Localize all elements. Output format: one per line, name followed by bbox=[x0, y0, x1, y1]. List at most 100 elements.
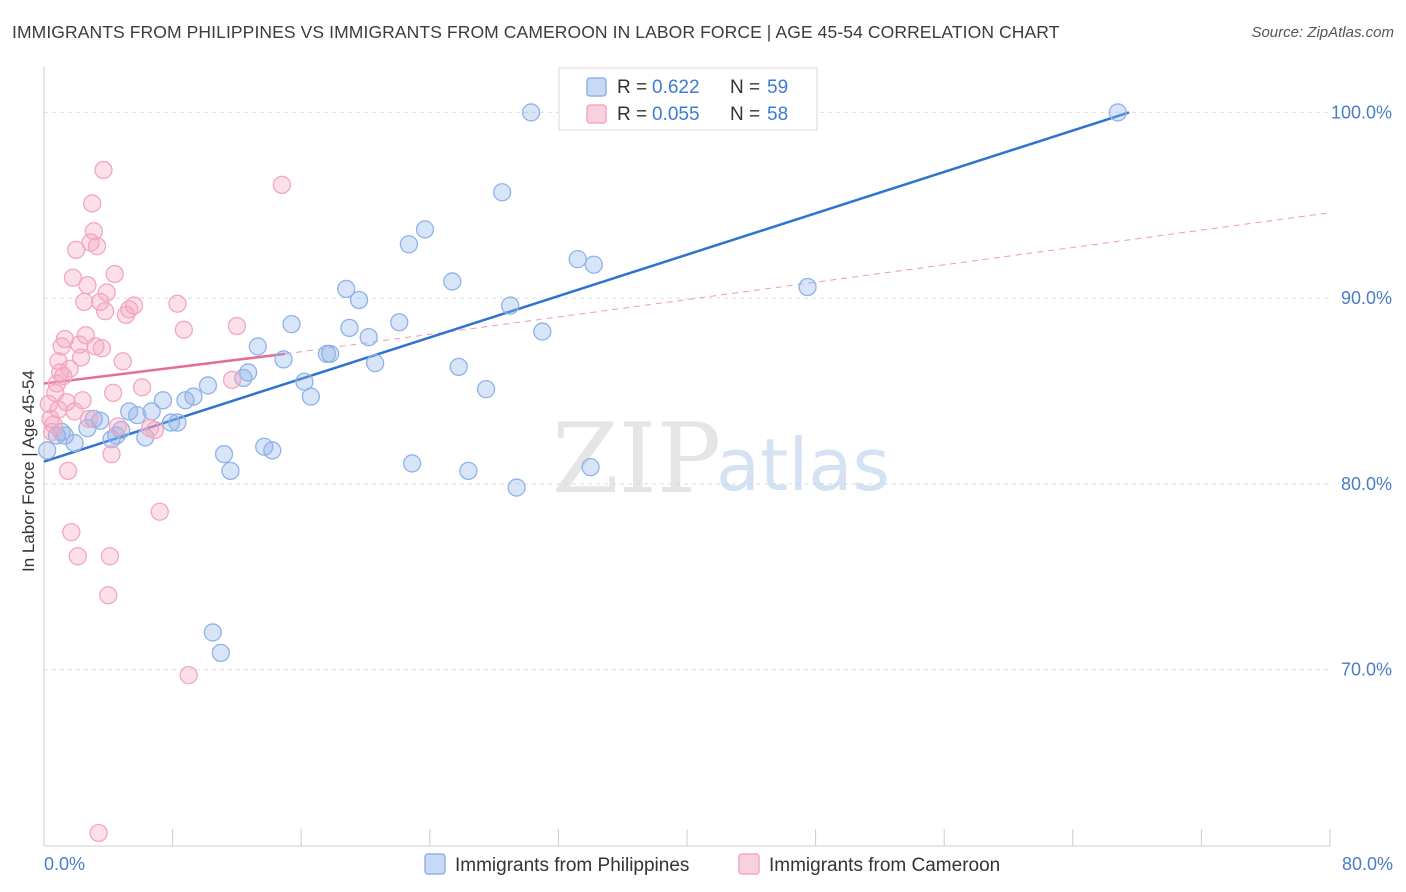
watermark: ZIP atlas bbox=[552, 403, 890, 515]
point-philippines bbox=[239, 363, 258, 382]
legend-n-label-philippines: N = bbox=[730, 77, 760, 98]
point-philippines bbox=[263, 441, 282, 460]
point-cameroon bbox=[84, 222, 103, 241]
point-cameroon bbox=[39, 394, 58, 414]
point-cameroon bbox=[105, 264, 124, 284]
grid-layer bbox=[44, 111, 1330, 671]
point-cameroon bbox=[179, 665, 198, 685]
point-cameroon bbox=[100, 547, 120, 566]
point-philippines bbox=[153, 391, 173, 410]
y-tick-label: 80.0% bbox=[1341, 474, 1392, 494]
bottom-legend-label-cameroon: Immigrants from Cameroon bbox=[769, 855, 1000, 876]
point-cameroon bbox=[108, 417, 128, 436]
point-philippines bbox=[581, 457, 600, 477]
series-legend: Immigrants from Philippines Immigrants f… bbox=[424, 853, 1000, 876]
point-philippines bbox=[91, 411, 110, 430]
point-philippines bbox=[501, 296, 520, 315]
x-tick-label-min: 0.0% bbox=[44, 854, 85, 874]
point-cameroon bbox=[89, 823, 108, 843]
watermark-zip: ZIP bbox=[552, 403, 721, 515]
point-philippines bbox=[320, 344, 340, 364]
point-philippines bbox=[203, 623, 222, 642]
trend-layer bbox=[43, 111, 1331, 463]
point-cameroon bbox=[174, 320, 194, 339]
trend-line-cameroon bbox=[43, 352, 286, 385]
axis-layer: 70.0% 80.0% 90.0% 100.0% 0.0% 80.0% bbox=[43, 66, 1393, 874]
y-tick-label: 90.0% bbox=[1341, 288, 1392, 308]
legend-r-label-cameroon: R = bbox=[617, 104, 647, 125]
point-philippines bbox=[443, 272, 462, 291]
point-cameroon bbox=[60, 359, 79, 378]
point-cameroon bbox=[94, 160, 113, 180]
point-philippines bbox=[507, 478, 526, 497]
point-cameroon bbox=[83, 194, 102, 213]
bottom-legend-swatch-cameroon bbox=[738, 853, 760, 875]
point-cameroon bbox=[73, 391, 92, 410]
point-philippines bbox=[359, 327, 378, 347]
point-philippines bbox=[198, 376, 218, 395]
point-philippines bbox=[349, 290, 369, 310]
point-cameroon bbox=[58, 461, 78, 481]
point-cameroon bbox=[97, 283, 116, 302]
point-cameroon bbox=[78, 275, 97, 295]
legend-swatch-cameroon bbox=[586, 104, 607, 124]
point-cameroon bbox=[103, 383, 123, 403]
point-philippines bbox=[161, 413, 181, 432]
y-tick-label: 70.0% bbox=[1341, 660, 1392, 680]
point-cameroon bbox=[272, 175, 292, 195]
chart-title: IMMIGRANTS FROM PHILIPPINES VS IMMIGRANT… bbox=[12, 22, 1060, 42]
point-cameroon bbox=[227, 316, 247, 336]
point-philippines bbox=[234, 368, 253, 388]
point-philippines bbox=[533, 322, 552, 341]
point-philippines bbox=[365, 353, 385, 373]
y-axis-label: In Labor Force | Age 45-54 bbox=[19, 370, 38, 572]
stats-legend: R = 0.622 N = 59 R = 0.055 N = 58 bbox=[558, 67, 818, 131]
point-philippines bbox=[798, 277, 817, 297]
point-philippines bbox=[476, 379, 496, 399]
point-philippines bbox=[337, 279, 356, 299]
point-philippines bbox=[390, 313, 409, 332]
legend-n-value-philippines: 59 bbox=[767, 77, 788, 98]
point-cameroon bbox=[79, 409, 99, 429]
point-philippines bbox=[399, 235, 419, 254]
point-cameroon bbox=[113, 352, 132, 371]
point-cameroon bbox=[68, 547, 87, 566]
point-cameroon bbox=[145, 420, 165, 440]
point-philippines bbox=[221, 461, 240, 481]
legend-r-value-philippines: 0.622 bbox=[652, 77, 700, 98]
point-cameroon bbox=[62, 522, 81, 542]
point-cameroon bbox=[150, 502, 169, 521]
point-cameroon bbox=[67, 240, 86, 260]
point-philippines bbox=[282, 314, 301, 334]
point-philippines bbox=[136, 428, 155, 447]
trend-line-philippines bbox=[43, 111, 1130, 463]
point-philippines bbox=[214, 444, 234, 464]
bottom-legend-swatch-philippines bbox=[424, 853, 446, 875]
bottom-legend-label-philippines: Immigrants from Philippines bbox=[455, 855, 689, 876]
point-cameroon bbox=[132, 378, 152, 397]
point-cameroon bbox=[168, 294, 187, 313]
point-layer bbox=[38, 103, 1127, 843]
point-philippines bbox=[568, 249, 587, 269]
point-cameroon bbox=[222, 370, 242, 390]
point-philippines bbox=[340, 318, 359, 338]
point-cameroon bbox=[87, 236, 107, 256]
point-philippines bbox=[584, 255, 603, 274]
point-philippines bbox=[211, 643, 230, 663]
point-cameroon bbox=[54, 366, 73, 386]
point-cameroon bbox=[124, 296, 144, 315]
point-cameroon bbox=[49, 400, 68, 419]
legend-r-value-cameroon: 0.055 bbox=[652, 104, 700, 125]
point-cameroon bbox=[47, 374, 67, 393]
point-cameroon bbox=[91, 292, 110, 312]
point-philippines bbox=[301, 387, 320, 406]
point-cameroon bbox=[99, 586, 118, 605]
point-philippines bbox=[128, 405, 147, 425]
point-philippines bbox=[65, 433, 84, 453]
point-philippines bbox=[415, 220, 435, 239]
legend-n-label-cameroon: N = bbox=[730, 104, 760, 125]
point-cameroon bbox=[102, 444, 121, 464]
point-philippines bbox=[107, 426, 126, 445]
legend-swatch-philippines bbox=[586, 77, 607, 97]
